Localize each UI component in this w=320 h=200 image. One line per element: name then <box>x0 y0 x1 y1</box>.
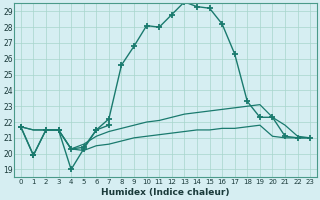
X-axis label: Humidex (Indice chaleur): Humidex (Indice chaleur) <box>101 188 230 197</box>
